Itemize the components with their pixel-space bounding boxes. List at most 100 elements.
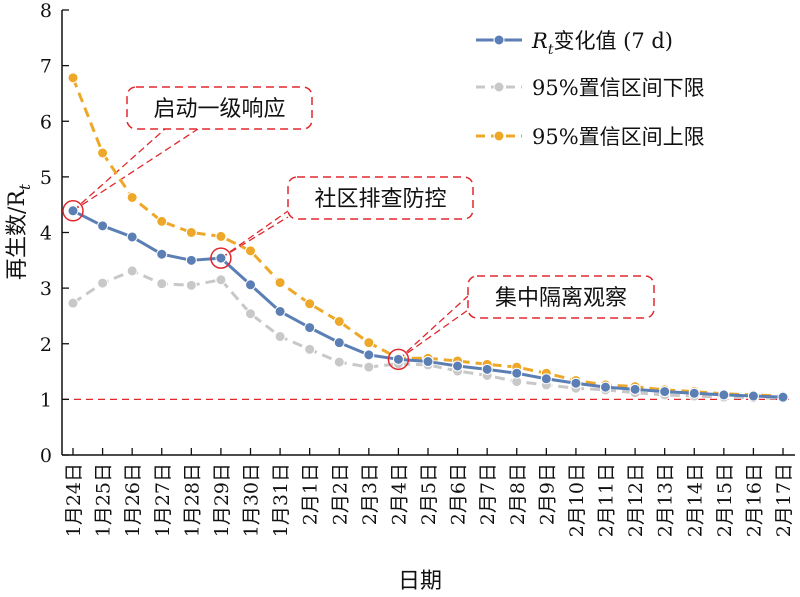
annotation-box xyxy=(467,275,655,319)
x-tick-label: 2月15日 xyxy=(714,463,736,537)
series-point xyxy=(67,205,79,217)
legend-item-0: Rt变化值 (7 d) xyxy=(476,29,673,58)
annotation-leader xyxy=(397,295,469,360)
legend-label: 95%置信区间上限 xyxy=(532,125,705,149)
x-tick-label: 2月7日 xyxy=(477,463,499,525)
series-point xyxy=(245,308,256,320)
x-tick-label: 2月12日 xyxy=(625,463,647,537)
y-ticks: 0 1 2 3 4 5 6 7 8 xyxy=(40,0,69,467)
series-point xyxy=(422,356,434,368)
series-point xyxy=(747,390,759,402)
series-point xyxy=(511,367,523,379)
legend-label: Rt变化值 (7 d) xyxy=(531,29,673,58)
legend-label-main: R xyxy=(531,29,548,53)
legend: Rt变化值 (7 d) 95%置信区间下限 95%置信区间上限 xyxy=(476,29,705,149)
series-point xyxy=(718,389,730,401)
series-point xyxy=(156,248,168,260)
legend-label-subscript: t xyxy=(548,42,554,58)
y-tick-label: 1 xyxy=(40,389,52,411)
x-axis-title: 日期 xyxy=(398,569,442,594)
annotation-marker xyxy=(62,200,84,222)
series-point xyxy=(688,387,700,399)
y-axis-title-subscript: t xyxy=(16,183,34,190)
y-tick-label: 6 xyxy=(40,111,52,133)
legend-marker xyxy=(493,34,505,46)
x-tick-label: 1月28日 xyxy=(181,463,203,537)
annotation-box xyxy=(287,176,474,220)
x-tick-label: 2月14日 xyxy=(684,463,706,537)
legend-label: 95%置信区间下限 xyxy=(532,76,705,100)
annotation-leader xyxy=(398,309,469,360)
series-0 xyxy=(67,205,789,403)
series-point xyxy=(97,220,109,232)
series-1 xyxy=(67,265,789,404)
x-tick-label: 2月13日 xyxy=(655,463,677,537)
series-point xyxy=(333,316,345,327)
y-tick-label: 7 xyxy=(40,56,52,78)
series-point xyxy=(274,305,286,317)
series-point xyxy=(333,337,345,349)
annotation-leader xyxy=(220,216,289,259)
series-point xyxy=(481,363,493,375)
x-tick-label: 1月25日 xyxy=(93,463,115,537)
y-axis-title: 再生数/Rt xyxy=(5,183,34,280)
x-tick-label: 1月29日 xyxy=(211,463,233,537)
series-point xyxy=(363,361,375,373)
annotation-leader xyxy=(72,128,199,212)
x-tick-label: 2月9日 xyxy=(536,463,558,525)
x-tick-label: 1月31日 xyxy=(270,463,292,537)
series-point xyxy=(600,381,611,393)
annotation-marker xyxy=(210,247,232,269)
annotation-leader xyxy=(220,210,289,259)
series-layer xyxy=(67,72,789,404)
y-tick-label: 8 xyxy=(40,0,52,22)
series-point xyxy=(215,274,227,286)
legend-item-1: 95%置信区间下限 xyxy=(476,76,705,100)
x-tick-label: 1月26日 xyxy=(122,463,144,537)
x-tick-label: 2月11日 xyxy=(596,463,618,537)
series-line xyxy=(72,269,784,400)
series-point xyxy=(777,391,789,403)
x-tick-label: 2月5日 xyxy=(418,463,440,525)
legend-item-2: 95%置信区间上限 xyxy=(476,125,705,149)
series-point xyxy=(245,245,256,257)
x-tick-label: 2月16日 xyxy=(743,463,765,537)
series-point xyxy=(215,252,227,264)
series-point xyxy=(304,298,316,310)
series-point xyxy=(629,383,641,395)
series-point xyxy=(245,279,256,291)
annotation-label: 启动一级响应 xyxy=(153,97,285,122)
series-point xyxy=(67,297,79,309)
y-tick-label: 5 xyxy=(40,167,52,189)
legend-marker xyxy=(493,81,505,93)
legend-label-suffix: 变化值 (7 d) xyxy=(553,29,673,53)
x-tick-label: 1月24日 xyxy=(63,463,85,537)
x-ticks: 1月24日 1月25日 1月26日 1月27日 1月28日 1月29日 1月30日 1月31日… xyxy=(63,448,795,537)
series-point xyxy=(67,72,79,84)
series-point xyxy=(156,278,168,290)
y-tick-label: 4 xyxy=(40,223,52,245)
series-point xyxy=(215,230,227,242)
x-tick-label: 1月30日 xyxy=(241,463,263,537)
annotation-leaders xyxy=(72,128,469,360)
legend-marker xyxy=(493,130,505,142)
y-tick-label: 0 xyxy=(40,445,52,467)
series-point xyxy=(570,377,582,389)
series-point xyxy=(185,254,197,266)
series-point xyxy=(363,337,375,349)
x-tick-label: 2月3日 xyxy=(359,463,381,525)
annotation-label: 集中隔离观察 xyxy=(495,286,627,311)
series-point xyxy=(126,191,138,203)
x-tick-label: 2月17日 xyxy=(773,463,795,537)
series-point xyxy=(274,277,286,289)
x-tick-label: 2月6日 xyxy=(448,463,470,525)
annotation-label: 社区排查防控 xyxy=(314,187,446,212)
series-point xyxy=(185,279,197,291)
y-tick-label: 2 xyxy=(40,334,52,356)
x-tick-label: 2月10日 xyxy=(566,463,588,537)
annotation-box xyxy=(126,86,313,130)
x-tick-label: 2月2日 xyxy=(329,463,351,525)
series-point xyxy=(156,215,168,227)
